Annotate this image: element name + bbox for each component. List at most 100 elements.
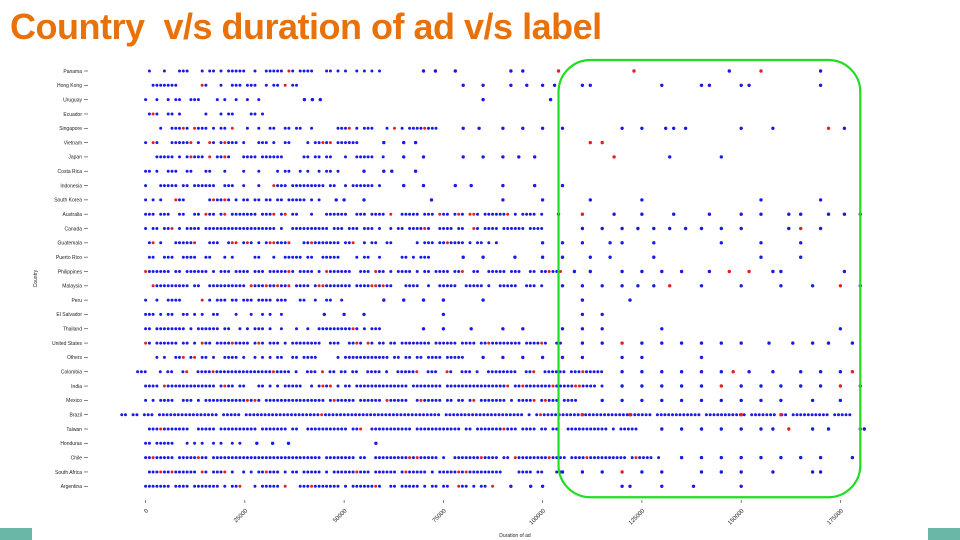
y-tick-label: Hong Kong	[57, 83, 82, 89]
data-point	[162, 398, 166, 402]
data-point	[498, 370, 502, 374]
data-point	[189, 241, 193, 245]
data-point	[344, 484, 347, 488]
data-point	[460, 370, 464, 374]
data-point	[600, 470, 604, 474]
data-point	[223, 184, 227, 188]
data-point	[306, 484, 310, 488]
data-point	[850, 341, 855, 345]
data-point	[170, 112, 174, 116]
data-point	[159, 427, 163, 431]
accent-bar-left	[0, 528, 32, 540]
data-point	[525, 284, 529, 288]
data-point	[200, 355, 204, 359]
data-point	[408, 427, 412, 431]
data-point	[347, 284, 351, 288]
data-point	[302, 470, 306, 474]
data-point	[378, 427, 381, 431]
data-point	[615, 456, 619, 460]
data-point	[739, 83, 743, 88]
data-point	[219, 227, 223, 230]
data-point	[389, 398, 393, 402]
data-point	[453, 284, 457, 288]
data-point	[487, 212, 491, 216]
data-point	[799, 455, 803, 460]
data-point	[566, 398, 570, 402]
data-point	[295, 212, 298, 216]
data-point	[321, 427, 325, 431]
data-point	[291, 270, 295, 273]
data-point	[328, 69, 332, 73]
data-point	[404, 341, 408, 345]
data-point	[242, 198, 246, 202]
data-point	[181, 184, 185, 188]
data-point	[468, 384, 472, 388]
data-point	[487, 284, 491, 288]
data-point	[478, 413, 482, 417]
data-point	[256, 370, 260, 374]
data-point	[283, 427, 287, 431]
data-point	[276, 470, 280, 474]
data-point	[640, 370, 644, 374]
data-point	[316, 413, 320, 417]
data-point	[295, 83, 298, 87]
data-point	[279, 69, 283, 73]
data-point	[779, 284, 783, 288]
data-point	[374, 327, 378, 331]
data-point	[501, 155, 505, 159]
data-point	[249, 312, 253, 316]
data-point	[634, 427, 638, 431]
data-point	[381, 341, 385, 345]
data-point	[457, 384, 461, 388]
data-point	[481, 155, 485, 159]
data-point	[588, 370, 592, 374]
data-point	[295, 227, 298, 230]
data-point	[174, 184, 178, 188]
data-point	[287, 284, 291, 288]
data-point	[457, 470, 461, 474]
data-point	[640, 269, 644, 274]
data-point	[606, 413, 610, 417]
data-point	[479, 427, 483, 431]
data-point	[452, 413, 456, 417]
data-point	[771, 126, 775, 130]
data-point	[429, 413, 433, 417]
data-point	[174, 241, 178, 245]
data-point	[370, 370, 373, 374]
data-point	[540, 355, 545, 360]
data-point	[144, 227, 148, 230]
data-point	[434, 384, 438, 388]
data-point	[150, 413, 154, 417]
data-point	[212, 456, 215, 460]
data-point	[427, 355, 430, 359]
data-point	[460, 341, 464, 345]
data-point	[739, 413, 743, 417]
data-point	[362, 312, 366, 317]
data-point	[517, 341, 521, 345]
data-point	[185, 312, 189, 316]
data-point	[378, 184, 381, 188]
data-point	[166, 427, 170, 431]
data-point	[559, 270, 562, 273]
data-point	[325, 470, 329, 474]
data-point	[600, 398, 604, 403]
data-point	[272, 69, 276, 73]
data-point	[554, 370, 558, 374]
data-point	[502, 212, 506, 216]
data-point	[238, 69, 242, 73]
data-point	[344, 470, 347, 474]
data-point	[521, 327, 525, 331]
data-point	[699, 83, 704, 88]
data-point	[427, 241, 430, 245]
data-point	[298, 255, 302, 259]
data-point	[193, 227, 197, 230]
data-point	[223, 341, 227, 345]
data-point	[414, 413, 418, 417]
data-point	[476, 212, 479, 216]
data-point	[257, 184, 261, 188]
data-point	[468, 284, 472, 288]
data-point	[332, 470, 336, 474]
data-point	[389, 212, 393, 216]
data-point	[457, 241, 461, 245]
data-point	[268, 312, 272, 316]
